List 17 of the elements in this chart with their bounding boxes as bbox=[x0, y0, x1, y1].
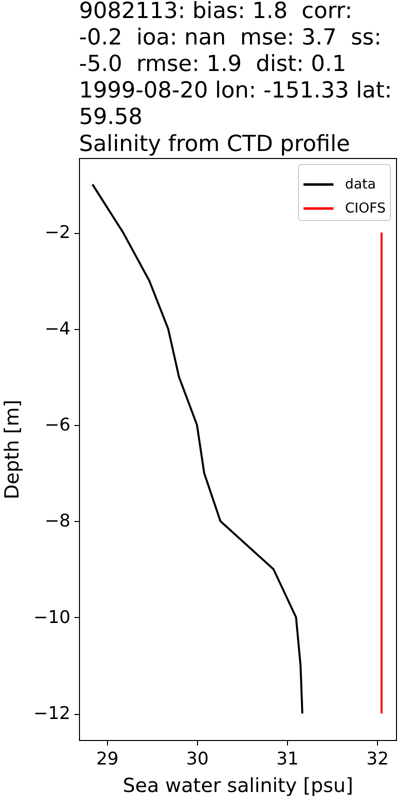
chart-title: 9082113: bias: 1.8 corr: -0.2 ioa: nan mse: 3.7 ss: -5.0 rmse: 1.9 dist: 0.1 1999-08-20 lon: -151.33 lat: 59.58 Salinity from CTD profile bbox=[79, 0, 392, 157]
x-tick-label: 30 bbox=[186, 750, 209, 770]
x-axis-title: Sea water salinity [psu] bbox=[122, 774, 354, 798]
y-tick-label: −4 bbox=[44, 319, 70, 340]
y-tick-label: −12 bbox=[33, 704, 70, 724]
y-tick-label: −8 bbox=[44, 512, 70, 532]
y-tick-label: −2 bbox=[44, 223, 70, 244]
y-tick-label: −10 bbox=[33, 608, 70, 628]
line-series bbox=[92, 183, 304, 715]
y-axis-title: Depth [m] bbox=[0, 400, 24, 500]
x-tick-label: 31 bbox=[276, 750, 299, 770]
x-tick-label: 32 bbox=[366, 750, 389, 770]
x-tick-label: 29 bbox=[96, 750, 119, 770]
legend-label: data bbox=[345, 176, 376, 192]
y-tick-label: −6 bbox=[44, 415, 70, 436]
legend-label: CIOFS bbox=[345, 200, 386, 216]
line-series bbox=[380, 232, 383, 715]
